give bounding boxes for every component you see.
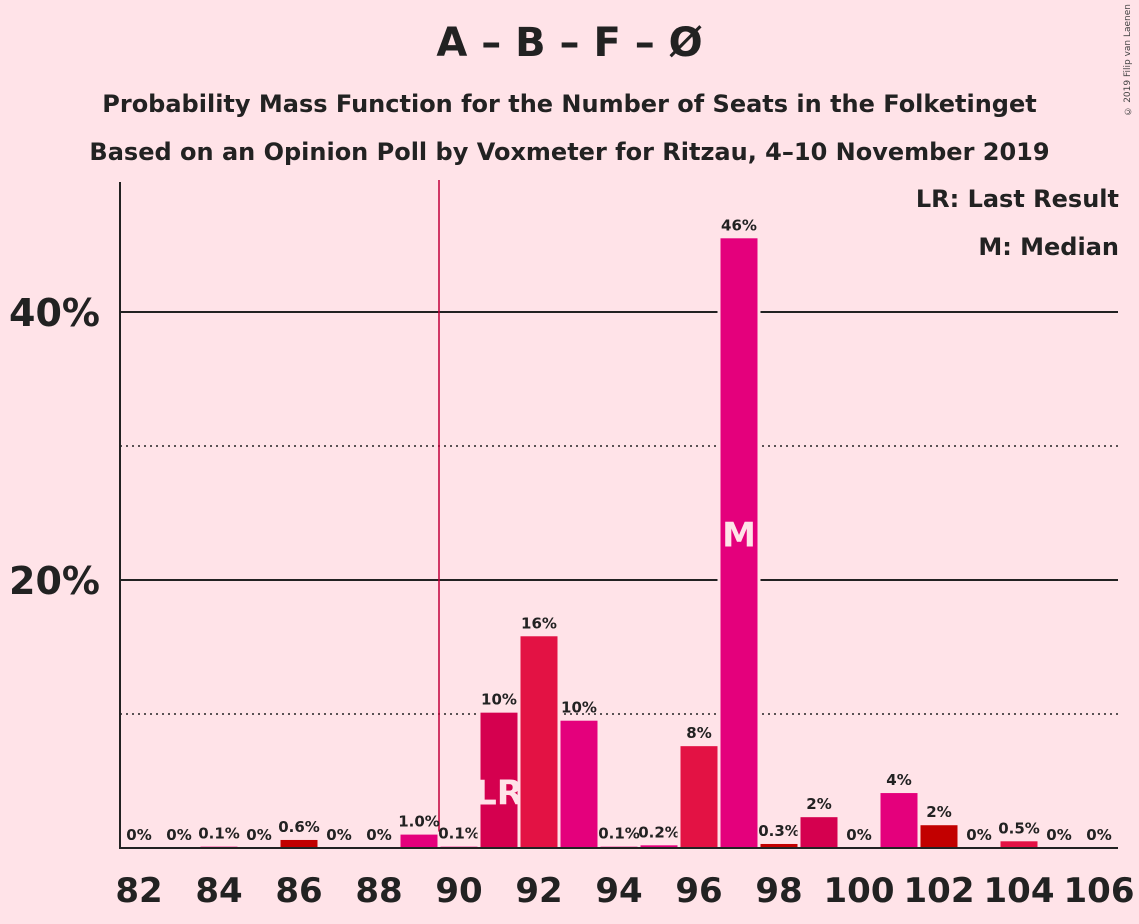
bar-value-label: 0.1% <box>598 825 640 843</box>
x-tick-label: 86 <box>275 871 322 911</box>
bar-gap <box>437 843 481 848</box>
bar <box>1000 841 1038 848</box>
bar-gap <box>597 843 641 848</box>
chart-subtitle-2: Based on an Opinion Poll by Voxmeter for… <box>89 138 1050 166</box>
x-tick-label: 98 <box>755 871 802 911</box>
bar <box>920 825 958 848</box>
bar-value-label: 1.0% <box>398 813 440 831</box>
x-tick-label: 102 <box>904 871 975 911</box>
bar <box>880 793 918 848</box>
bar-gap <box>637 842 681 848</box>
bar <box>480 712 518 848</box>
x-tick-label: 82 <box>115 871 162 911</box>
chart-title: A – B – F – Ø <box>436 20 703 66</box>
bar-value-label: 0.2% <box>638 823 680 841</box>
bar-value-label: 0% <box>126 826 151 844</box>
bar <box>560 720 598 848</box>
bar-value-label: 0.5% <box>998 819 1040 837</box>
bar-value-label: 0% <box>366 826 391 844</box>
x-tick-label: 104 <box>984 871 1055 911</box>
x-tick-label: 84 <box>195 871 242 911</box>
bar-value-label: 8% <box>686 724 711 742</box>
bar-value-label: 0.6% <box>278 818 320 836</box>
bar-value-label: 46% <box>721 216 757 234</box>
bar <box>400 834 438 848</box>
x-tick-label: 96 <box>675 871 722 911</box>
y-tick-label: 20% <box>9 559 100 603</box>
bar-value-label: 0.1% <box>198 825 240 843</box>
last-result-marker: LR <box>475 774 523 814</box>
bar-value-label: 0% <box>246 826 271 844</box>
bar-value-label: 0.3% <box>758 822 800 840</box>
legend-last-result: LR: Last Result <box>915 185 1119 213</box>
y-tick-label: 40% <box>9 291 100 335</box>
bar-value-label: 16% <box>521 614 557 632</box>
bar <box>720 238 758 849</box>
bar <box>680 746 718 848</box>
bar-value-label: 10% <box>561 699 597 717</box>
bar-value-label: 2% <box>806 795 831 813</box>
median-marker: M <box>722 516 756 556</box>
bar <box>520 636 558 848</box>
x-tick-label: 92 <box>515 871 562 911</box>
bar-value-label: 0% <box>966 826 991 844</box>
bar-value-label: 0.1% <box>438 825 480 843</box>
x-tick-label: 100 <box>824 871 895 911</box>
bar <box>640 845 678 848</box>
x-tick-label: 90 <box>435 871 482 911</box>
legend-median: M: Median <box>978 233 1119 261</box>
chart-subtitle-1: Probability Mass Function for the Number… <box>102 90 1037 118</box>
bar-value-label: 0% <box>1046 826 1071 844</box>
bar <box>800 817 838 848</box>
x-tick-label: 88 <box>355 871 402 911</box>
bar <box>280 839 318 848</box>
bar-value-label: 0% <box>166 826 191 844</box>
bar <box>760 843 798 848</box>
x-tick-label: 94 <box>595 871 642 911</box>
bar-value-label: 10% <box>481 691 517 709</box>
bar-value-label: 4% <box>886 771 911 789</box>
bar-value-label: 0% <box>326 826 351 844</box>
bar-gap <box>197 843 241 848</box>
x-tick-label: 106 <box>1064 871 1135 911</box>
bar-value-label: 0% <box>1086 826 1111 844</box>
bar-value-label: 0% <box>846 826 871 844</box>
bar-value-label: 2% <box>926 803 951 821</box>
